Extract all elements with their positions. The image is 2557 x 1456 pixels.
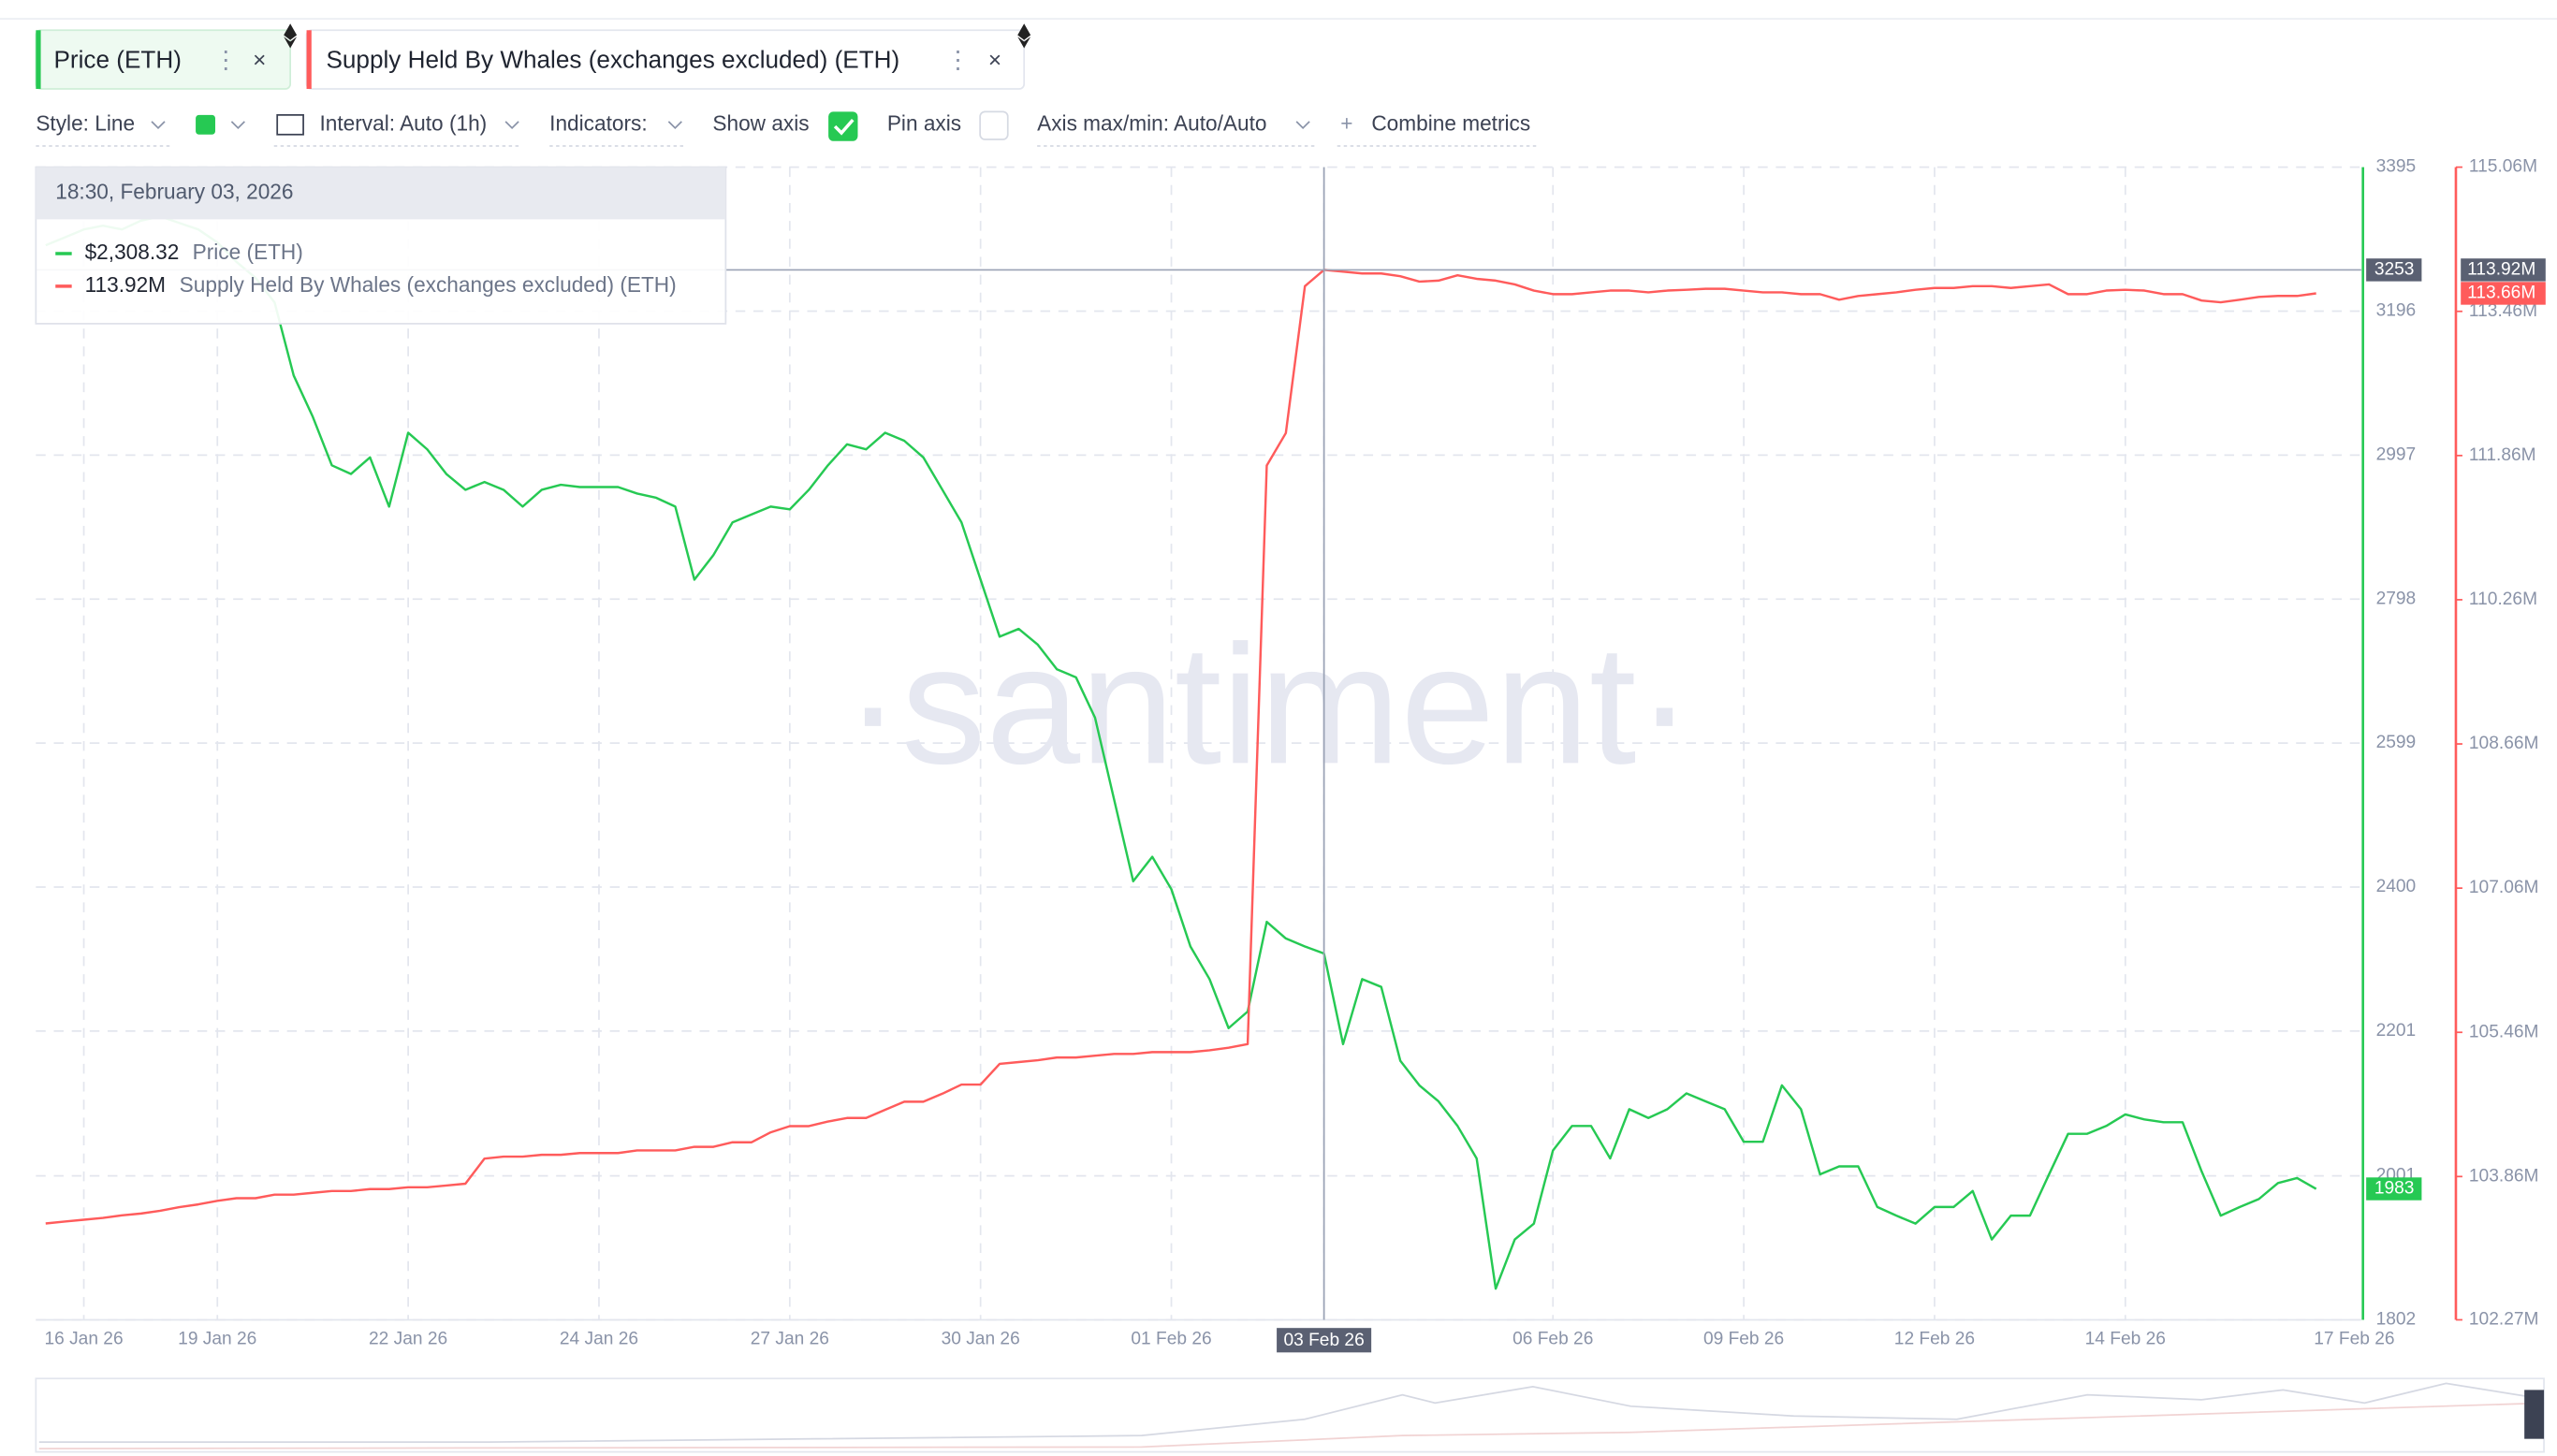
chevron [1295, 121, 1310, 130]
interval-label: Interval: Auto (1h) [320, 110, 488, 135]
x-tick-label: 14 Feb 26 [2085, 1329, 2166, 1348]
plus-icon: + [1340, 110, 1352, 135]
y2-tick-label: 108.66M [2469, 734, 2539, 753]
y-tick-label: 3196 [2376, 301, 2417, 321]
crosshair-y-label: 3253 [2374, 260, 2415, 280]
series-lines [45, 215, 2317, 1290]
metric-tab[interactable]: Price (ETH) ⋮ × [35, 29, 292, 90]
x-tick-label: 09 Feb 26 [1703, 1329, 1784, 1348]
x-tick-label: 01 Feb 26 [1131, 1329, 1211, 1348]
last-value-badge [2461, 282, 2546, 305]
x-tick-label: 12 Feb 26 [1894, 1329, 1975, 1348]
toolbar: Style: Line Interval: Auto (1h) Indicato… [36, 110, 1540, 147]
navigator-line [38, 1382, 2528, 1444]
show-axis-label: Show axis [712, 110, 809, 135]
chevron [230, 121, 245, 130]
chevron [667, 121, 682, 130]
series-line [45, 269, 2316, 1225]
tab-label: Price (ETH) [53, 45, 181, 73]
last-value-badge [2366, 1177, 2422, 1201]
chevron [504, 121, 519, 130]
last-value-label: 1983 [2374, 1179, 2415, 1199]
x-tick-label: 22 Jan 26 [369, 1329, 447, 1348]
axis-range-label: Axis max/min: Auto/Auto [1037, 110, 1266, 135]
tooltip-header [36, 167, 726, 220]
axis-range-control[interactable]: Axis max/min: Auto/Auto [1037, 110, 1315, 147]
y2-tick-label: 102.27M [2469, 1310, 2539, 1330]
tooltip-series-name: Price (ETH) [193, 240, 303, 264]
plot-area: 180220012201240025992798299731963395102.… [36, 157, 2539, 1348]
metric-tab[interactable]: Supply Held By Whales (exchanges exclude… [305, 29, 1026, 90]
crosshair-x-badge [1277, 1328, 1372, 1353]
x-tick-label: 06 Feb 26 [1512, 1329, 1593, 1348]
tab-color [306, 30, 312, 89]
combine-control[interactable]: + Combine metrics [1337, 110, 1540, 147]
tooltip-value: $2,308.32 [85, 240, 180, 264]
checkbox-checked [828, 111, 858, 141]
tab-close-icon[interactable]: × [988, 48, 1001, 73]
overlay: 03 Feb 26 3253 113.92M 1983 113.66M [36, 167, 2546, 1353]
checkbox [979, 110, 1009, 140]
color-control[interactable] [196, 114, 245, 135]
tab-menu-icon[interactable]: ⋮ [946, 45, 971, 73]
y2-tick-label: 113.46M [2469, 301, 2537, 321]
x-tick-label: 30 Jan 26 [942, 1329, 1020, 1348]
y2-tick-label: 115.06M [2469, 157, 2537, 177]
eth-icon [284, 23, 298, 49]
style-control[interactable]: Style: Line [36, 110, 170, 147]
eth-icon [1017, 23, 1031, 49]
y-tick-label: 2201 [2376, 1021, 2417, 1041]
tab-label: Supply Held By Whales (exchanges exclude… [326, 45, 899, 73]
x-tick-label: 27 Jan 26 [751, 1329, 829, 1348]
pin-axis-label: Pin axis [887, 110, 961, 135]
check-icon [833, 118, 855, 136]
y2-tick-label: 107.06M [2469, 878, 2539, 897]
y-tick-label: 1802 [2376, 1310, 2417, 1330]
tab-menu-icon[interactable]: ⋮ [213, 45, 238, 73]
y2-tick-label: 110.26M [2469, 590, 2537, 609]
tooltip-value: 113.92M [85, 272, 166, 297]
y-tick-label: 2400 [2376, 877, 2417, 896]
indicators-control[interactable]: Indicators: [549, 110, 685, 147]
y2-tick-label: 103.86M [2469, 1166, 2539, 1186]
style-label: Style: Line [36, 110, 135, 135]
chevron [151, 121, 166, 130]
x-tick-label: 17 Feb 26 [2314, 1329, 2394, 1348]
interval-control[interactable]: Interval: Auto (1h) [273, 110, 522, 147]
series-line [45, 215, 2317, 1290]
y-tick-label: 2798 [2376, 589, 2417, 608]
crosshair-y2-label: 113.92M [2467, 260, 2535, 280]
tooltip-series-name: Supply Held By Whales (exchanges exclude… [180, 272, 677, 297]
pin-axis-control[interactable]: Pin axis [887, 110, 1009, 140]
crosshair-y-badge [2366, 258, 2422, 282]
combine-label: Combine metrics [1371, 110, 1530, 135]
crosshair-y2-badge [2461, 258, 2546, 282]
y-tick-label: 2599 [2376, 733, 2417, 752]
show-axis-control[interactable]: Show axis [712, 110, 858, 141]
y-tick-label: 3395 [2376, 157, 2417, 177]
navigator [35, 1377, 2545, 1453]
tooltip-title: 18:30, February 03, 2026 [55, 179, 293, 203]
watermark: ·santiment· [844, 610, 1692, 799]
navigator-line [38, 1402, 2545, 1449]
calendar-icon [276, 114, 304, 136]
x-tick-label: 16 Jan 26 [44, 1329, 123, 1348]
x-tick-label: 24 Jan 26 [560, 1329, 638, 1348]
y2-tick-label: 111.86M [2469, 445, 2536, 465]
color-swatch [196, 114, 215, 135]
x-tick-label: 03 Feb 26 [1283, 1331, 1364, 1350]
tab-color [36, 30, 41, 89]
indicators-label: Indicators: [549, 110, 647, 135]
last-value-label: 113.66M [2467, 284, 2535, 303]
tooltip: 18:30, February 03, 2026 $2,308.32 Price… [35, 166, 727, 325]
navigator-handle[interactable] [2524, 1390, 2545, 1439]
y-tick-label: 2997 [2376, 444, 2417, 464]
x-tick-label: 19 Jan 26 [178, 1329, 256, 1348]
tab-close-icon[interactable]: × [253, 48, 266, 73]
y2-tick-label: 105.46M [2469, 1022, 2539, 1041]
